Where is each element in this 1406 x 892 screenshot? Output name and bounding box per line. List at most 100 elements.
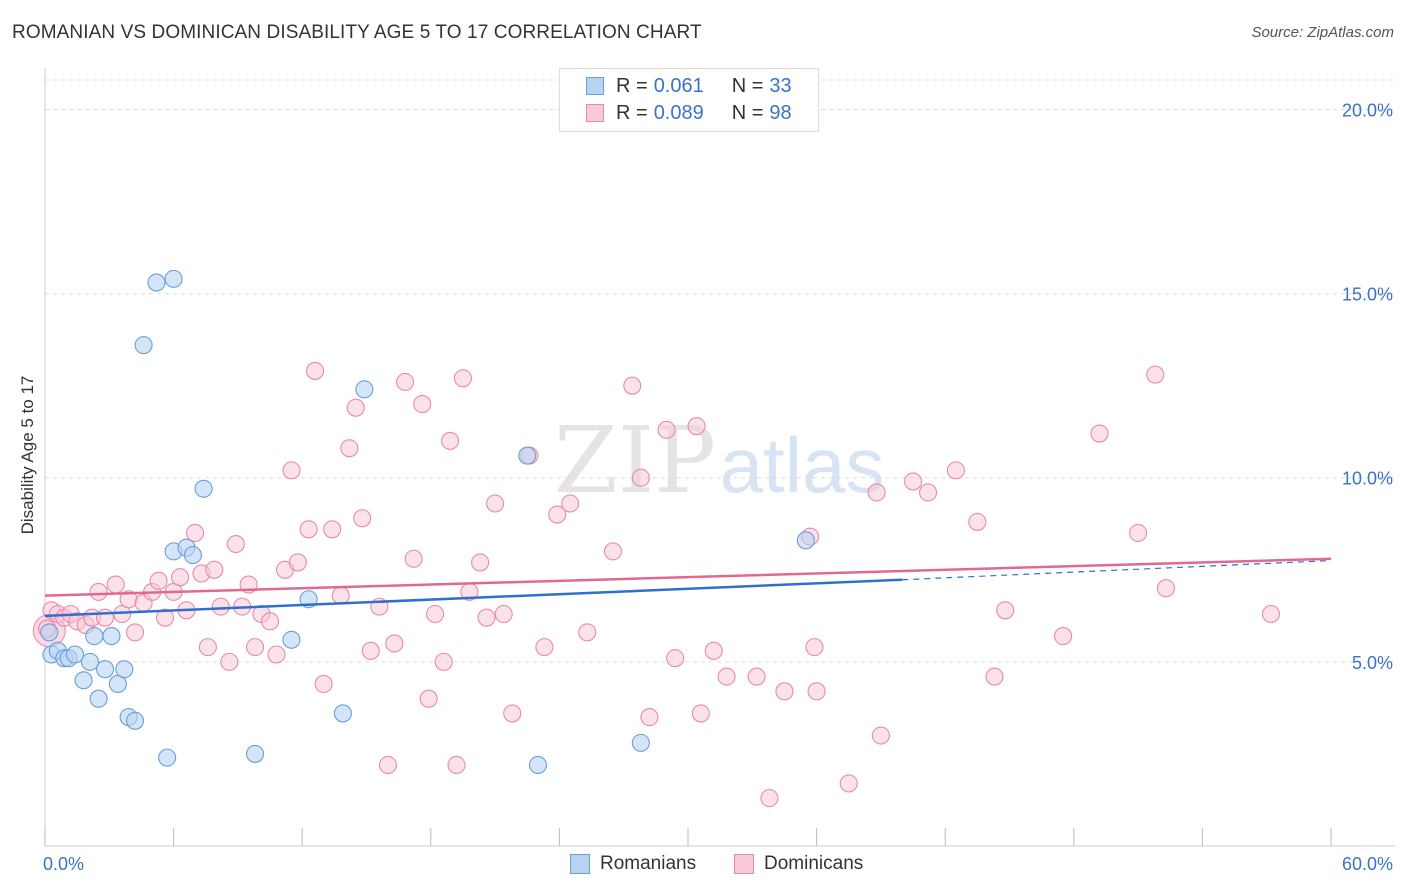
dominican-point bbox=[205, 560, 224, 579]
dominican-point bbox=[666, 649, 685, 668]
dominican-point bbox=[578, 623, 597, 642]
legend-row-romanian: R = 0.061 N = 33 bbox=[586, 73, 792, 99]
dominican-point bbox=[314, 674, 333, 694]
dominican-point bbox=[149, 571, 168, 590]
dominican-r-label: R = bbox=[616, 101, 648, 124]
watermark-atlas: atlas bbox=[720, 421, 885, 509]
dominican-point bbox=[419, 689, 438, 708]
dominican-point bbox=[805, 638, 824, 657]
axes bbox=[44, 68, 1395, 847]
dominican-point bbox=[1146, 365, 1165, 384]
y-axis-label: Disability Age 5 to 17 bbox=[18, 375, 37, 535]
x-tick-label-max: 60.0% bbox=[1342, 854, 1393, 874]
dominican-point bbox=[434, 652, 453, 671]
dominican-point bbox=[404, 549, 423, 568]
y-tick-label: 20.0% bbox=[1342, 100, 1393, 120]
dominican-point bbox=[361, 641, 380, 660]
dominican-point bbox=[471, 553, 490, 572]
dominican-point bbox=[267, 645, 286, 664]
dominicans-legend-swatch bbox=[734, 854, 754, 874]
dominican-point bbox=[155, 608, 175, 627]
dominican-point bbox=[220, 652, 239, 671]
dominican-point bbox=[1156, 579, 1176, 598]
dominican-point bbox=[494, 604, 513, 624]
romanian-trend-line bbox=[44, 578, 903, 618]
romanian-point bbox=[518, 446, 537, 465]
romanian-point bbox=[164, 269, 183, 288]
dominican-swatch bbox=[586, 104, 604, 122]
romanian-point bbox=[194, 479, 213, 498]
dominican-point bbox=[346, 398, 365, 417]
romanian-trend-extension bbox=[902, 559, 1332, 581]
romanian-point bbox=[333, 704, 352, 723]
dominican-point bbox=[640, 708, 659, 727]
dominican-point bbox=[561, 494, 580, 513]
dominican-point bbox=[211, 597, 230, 616]
dominican-point bbox=[353, 509, 372, 528]
romanian-r-value: 0.061 bbox=[653, 74, 704, 97]
romanian-point bbox=[631, 733, 650, 752]
dominican-point bbox=[839, 774, 858, 793]
dominican-point bbox=[453, 369, 473, 388]
dominican-point bbox=[245, 638, 265, 657]
romanian-r-label: R = bbox=[616, 74, 648, 97]
dominican-point bbox=[170, 568, 190, 587]
dominican-point bbox=[867, 483, 886, 502]
romanian-n-value: 33 bbox=[769, 74, 792, 97]
dominican-point bbox=[1261, 604, 1281, 624]
source-label: Source: ZipAtlas.com bbox=[1251, 24, 1394, 41]
dominican-point bbox=[603, 542, 623, 561]
dominican-point bbox=[331, 586, 350, 605]
romanian-swatch bbox=[586, 77, 604, 95]
dominican-trend-line bbox=[44, 557, 1332, 597]
romanian-point bbox=[125, 711, 145, 730]
romanian-point bbox=[134, 336, 153, 355]
dominican-point bbox=[299, 520, 318, 539]
dominican-point bbox=[385, 634, 404, 653]
romanian-point bbox=[796, 531, 815, 550]
dominican-point bbox=[288, 553, 307, 572]
dominican-n-label: N = bbox=[731, 101, 764, 124]
dominican-r-value: 0.089 bbox=[653, 101, 704, 124]
dominican-point bbox=[919, 483, 938, 502]
dominican-point bbox=[125, 623, 145, 642]
tick-labels: 5.0% 10.0% 15.0% 20.0% 0.0% 60.0% bbox=[43, 100, 1393, 874]
dominican-point bbox=[260, 612, 280, 631]
dominican-point bbox=[413, 395, 432, 414]
romanian-point bbox=[102, 627, 121, 646]
dominican-point bbox=[106, 575, 125, 594]
romanian-point bbox=[115, 660, 134, 679]
romanian-point bbox=[74, 671, 93, 690]
dominican-point bbox=[378, 755, 397, 775]
dominican-point bbox=[996, 601, 1015, 620]
dominican-point bbox=[747, 667, 766, 686]
y-tick-label: 10.0% bbox=[1342, 469, 1393, 489]
romanians-legend-label: Romanians bbox=[600, 853, 697, 874]
dominican-point bbox=[340, 439, 359, 458]
correlation-legend: R = 0.061 N = 33 R = 0.089 N = 98 bbox=[559, 68, 819, 132]
romanian-point bbox=[89, 689, 108, 708]
romanian-n-label: N = bbox=[731, 74, 764, 97]
dominican-point bbox=[968, 512, 987, 531]
dominican-point bbox=[396, 372, 415, 392]
romanian-point bbox=[528, 755, 548, 775]
dominican-point bbox=[95, 608, 115, 627]
legend-row-dominican: R = 0.089 N = 98 bbox=[586, 100, 792, 126]
romanian-point bbox=[147, 273, 166, 292]
dominican-point bbox=[306, 361, 325, 380]
dominican-point bbox=[657, 420, 676, 439]
romanian-point bbox=[40, 623, 59, 642]
romanian-point bbox=[183, 546, 202, 565]
dominican-point bbox=[226, 534, 245, 554]
bottom-legend-romanians: Romanians bbox=[570, 852, 696, 876]
dominican-point bbox=[426, 604, 445, 624]
bottom-legend-dominicans: Dominicans bbox=[734, 852, 863, 876]
romanian-point bbox=[355, 380, 374, 399]
dominican-point bbox=[760, 789, 779, 808]
dominican-point bbox=[704, 641, 723, 660]
dominican-n-value: 98 bbox=[769, 101, 792, 124]
dominican-point bbox=[447, 755, 466, 775]
y-tick-label: 15.0% bbox=[1342, 285, 1393, 305]
dominican-point bbox=[198, 638, 217, 657]
dominican-point bbox=[185, 523, 205, 543]
